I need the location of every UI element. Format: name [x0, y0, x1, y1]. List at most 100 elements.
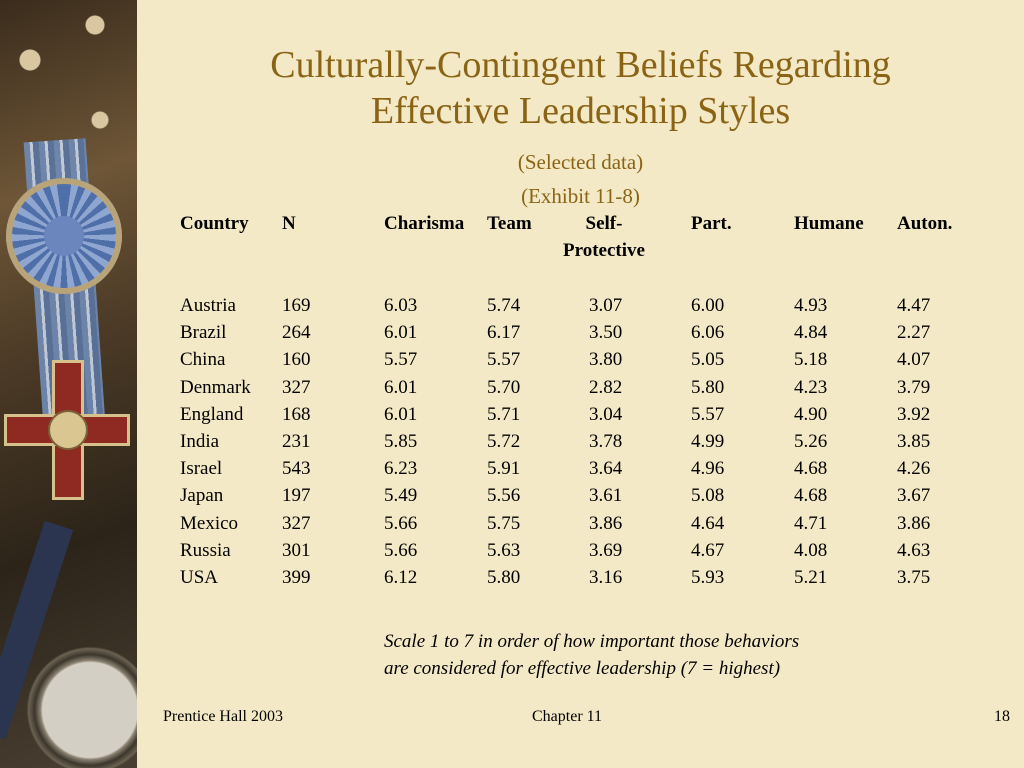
cell-charisma: 6.01	[384, 322, 418, 344]
cell-team: 5.63	[487, 539, 521, 561]
cell-auton: 3.92	[897, 403, 931, 425]
cell-team: 5.80	[487, 567, 521, 588]
cell-team: 5.71	[487, 403, 521, 425]
cell-n: 327	[282, 512, 311, 534]
cell-part: 5.80	[691, 376, 725, 398]
cell-auton: 3.79	[897, 376, 931, 398]
cell-team: 5.91	[487, 458, 521, 480]
cell-part: 5.57	[691, 403, 725, 425]
cell-team: 5.56	[487, 485, 521, 507]
cell-humane: 4.84	[794, 322, 828, 344]
cell-humane: 4.08	[794, 539, 828, 561]
cell-n: 399	[282, 567, 311, 588]
cell-team: 5.70	[487, 376, 521, 398]
cell-self-protective: 2.82	[589, 376, 623, 398]
cell-self-protective: 3.61	[589, 485, 623, 507]
cell-team: 5.57	[487, 349, 521, 371]
footer-page-number: 18	[994, 708, 1010, 725]
cell-humane: 4.68	[794, 458, 828, 480]
cell-self-protective: 3.50	[589, 322, 623, 344]
cell-humane: 4.71	[794, 512, 828, 534]
cell-n: 168	[282, 403, 311, 425]
cell-charisma: 5.85	[384, 431, 418, 452]
cell-n: 327	[282, 376, 311, 398]
compass-graphic	[20, 640, 137, 768]
cell-n: 160	[282, 349, 311, 371]
header-team: Team	[487, 213, 532, 234]
header-country: Country	[180, 213, 249, 234]
cell-charisma: 5.57	[384, 349, 418, 371]
cell-self-protective: 3.86	[589, 512, 623, 534]
slide-title: Culturally-Contingent Beliefs Regarding …	[137, 42, 1024, 134]
cell-n: 301	[282, 539, 311, 561]
rosette-graphic	[6, 178, 122, 294]
cell-n: 543	[282, 458, 311, 480]
cell-charisma: 6.23	[384, 458, 418, 480]
cell-charisma: 6.01	[384, 376, 418, 398]
cell-n: 231	[282, 431, 311, 452]
footer-chapter: Chapter 11	[532, 708, 603, 725]
cell-charisma: 5.66	[384, 512, 418, 534]
cell-self-protective: 3.78	[589, 431, 623, 452]
header-part: Part.	[691, 213, 732, 234]
header-self-protective: Self- Protective	[554, 210, 654, 264]
cell-country: England	[180, 403, 244, 425]
cell-humane: 5.26	[794, 431, 828, 452]
cell-country: Denmark	[180, 376, 251, 398]
cell-self-protective: 3.64	[589, 458, 623, 480]
cell-humane: 4.93	[794, 295, 828, 316]
header-humane: Humane	[794, 213, 864, 234]
cell-n: 264	[282, 322, 311, 344]
cell-auton: 3.67	[897, 485, 931, 507]
cell-self-protective: 3.16	[589, 567, 623, 588]
cell-part: 4.96	[691, 458, 725, 480]
cell-charisma: 6.01	[384, 403, 418, 425]
cell-auton: 4.07	[897, 349, 931, 371]
cell-country: India	[180, 431, 220, 452]
subtitle-line-2: (Exhibit 11-8)	[521, 184, 640, 208]
cell-n: 169	[282, 295, 311, 316]
cell-country: Mexico	[180, 512, 239, 534]
cell-auton: 3.85	[897, 431, 931, 452]
cell-part: 4.67	[691, 539, 725, 561]
header-auton: Auton.	[897, 213, 953, 234]
cell-self-protective: 3.07	[589, 295, 623, 316]
cell-country: Russia	[180, 539, 231, 561]
cell-n: 197	[282, 485, 311, 507]
cell-part: 6.06	[691, 322, 725, 344]
note-line-1: Scale 1 to 7 in order of how important t…	[384, 631, 800, 652]
note-line-2: are considered for effective leadership …	[384, 658, 781, 679]
cell-team: 6.17	[487, 322, 521, 344]
cell-auton: 3.86	[897, 512, 931, 534]
cell-part: 5.05	[691, 349, 725, 371]
cell-humane: 4.68	[794, 485, 828, 507]
cell-auton: 4.26	[897, 458, 931, 480]
cell-charisma: 6.03	[384, 295, 418, 316]
cell-charisma: 5.49	[384, 485, 418, 507]
cell-country: Brazil	[180, 322, 227, 344]
subtitle-line-1: (Selected data)	[517, 150, 644, 174]
cell-charisma: 6.12	[384, 567, 418, 588]
cell-country: Japan	[180, 485, 224, 507]
cell-charisma: 5.66	[384, 539, 418, 561]
cell-country: Israel	[180, 458, 223, 480]
cell-self-protective: 3.69	[589, 539, 623, 561]
scale-note: Scale 1 to 7 in order of how important t…	[384, 628, 799, 682]
footer-publisher: Prentice Hall 2003	[163, 708, 283, 725]
header-self-line-1: Self-	[585, 213, 623, 234]
cell-team: 5.72	[487, 431, 521, 452]
cell-country: USA	[180, 567, 219, 588]
cell-auton: 2.27	[897, 322, 931, 344]
cell-country: China	[180, 349, 226, 371]
decorative-medal-image	[0, 0, 137, 768]
cell-auton: 4.47	[897, 295, 931, 316]
cell-humane: 5.18	[794, 349, 828, 371]
cell-part: 4.99	[691, 431, 725, 452]
cell-humane: 5.21	[794, 567, 828, 588]
cell-team: 5.75	[487, 512, 521, 534]
cell-self-protective: 3.04	[589, 403, 623, 425]
title-line-2: Effective Leadership Styles	[370, 90, 791, 132]
header-self-line-2: Protective	[563, 240, 645, 261]
cell-part: 6.00	[691, 295, 725, 316]
cross-center	[48, 410, 88, 450]
